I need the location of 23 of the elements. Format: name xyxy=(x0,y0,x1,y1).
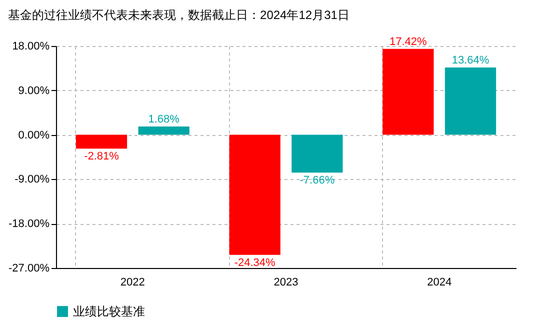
data-label: -2.81% xyxy=(84,150,120,163)
bar xyxy=(229,134,280,255)
bar xyxy=(382,48,434,135)
y-tick-label: -27.00% xyxy=(8,262,50,274)
data-label: -7.66% xyxy=(300,174,335,187)
data-label: 13.64% xyxy=(452,54,490,67)
legend-label: 业绩比较基准 xyxy=(73,304,145,318)
y-tick-label: 0.00% xyxy=(18,129,50,142)
bar xyxy=(444,68,496,135)
x-tick-label: 2022 xyxy=(120,276,145,288)
y-tick-label: -18.00% xyxy=(8,218,50,230)
bar xyxy=(138,126,190,135)
bar xyxy=(292,134,343,173)
y-tick-label: 18.00% xyxy=(12,40,50,52)
y-tick-label: 9.00% xyxy=(18,84,50,97)
chart-title: 基金的过往业绩不代表未来表现，数据截止日：2024年12月31日 xyxy=(8,8,350,22)
x-tick-label: 2024 xyxy=(427,276,452,288)
y-tick-label: -9.00% xyxy=(14,174,50,186)
data-label: 17.42% xyxy=(390,36,428,48)
data-label: -24.34% xyxy=(234,256,276,269)
bar xyxy=(76,134,128,149)
x-tick-label: 2023 xyxy=(274,276,298,288)
data-label: 1.68% xyxy=(148,114,180,126)
